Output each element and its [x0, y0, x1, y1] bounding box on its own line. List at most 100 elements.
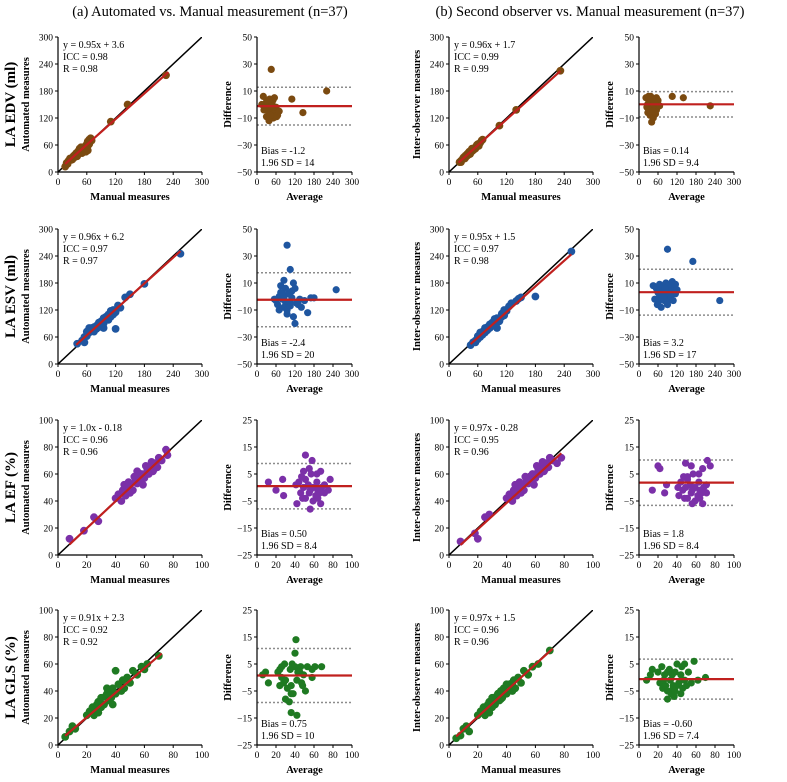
x-tick-label: 240	[708, 370, 723, 380]
x-axis-label: Manual measures	[90, 575, 169, 586]
x-tick-label: 0	[255, 751, 260, 761]
data-point	[139, 480, 147, 489]
data-point	[332, 286, 340, 294]
x-tick-label: 60	[82, 370, 92, 380]
y-axis-label: Difference	[223, 464, 234, 511]
x-tick-label: 0	[255, 561, 260, 571]
y-tick-label: 180	[430, 87, 445, 97]
stats-annotation: R = 0.98	[63, 64, 98, 75]
stats-annotation: Bias = 1.8	[643, 529, 684, 540]
x-axis-label: Average	[286, 575, 323, 586]
y-tick-label: 15	[625, 443, 635, 453]
data-point	[651, 295, 659, 303]
y-tick-label: 0	[439, 741, 444, 751]
x-tick-label: 100	[195, 561, 210, 571]
x-tick-label: 40	[111, 751, 121, 761]
stats-annotation: ICC = 0.99	[454, 52, 499, 63]
y-axis-label: Difference	[605, 654, 616, 701]
x-tick-label: 20	[473, 561, 483, 571]
plot-area	[639, 657, 734, 703]
y-tick-label: −30	[237, 141, 252, 151]
x-tick-label: 300	[345, 178, 360, 188]
stats-annotation: y = 0.95x + 1.5	[454, 232, 515, 243]
stats-annotation: ICC = 0.92	[63, 625, 108, 636]
data-point	[485, 708, 494, 717]
data-point	[662, 682, 670, 690]
panel-ef_auto_corr: 0 20 40 60 80 100 0 20 40 60 80 100 Manual measures A…	[21, 416, 209, 586]
panel-ef_inter_corr: 0 20 40 60 80 100 0 20 40 60 80 100 Manual measures I…	[412, 416, 600, 586]
panel-gls_inter_corr: 0 20 40 60 80 100 0 20 40 60 80 100 Manual measures I…	[412, 606, 600, 776]
y-tick-label: −25	[237, 551, 252, 561]
x-tick-label: 180	[137, 370, 152, 380]
y-tick-label: 40	[435, 497, 445, 507]
data-point	[521, 472, 530, 481]
stats-annotation: ICC = 0.96	[454, 625, 499, 636]
y-axis-label: Difference	[223, 273, 234, 320]
panel-gls_auto_corr: 0 20 40 60 80 100 0 20 40 60 80 100 Manual measures A…	[21, 606, 209, 776]
y-tick-label: −15	[619, 714, 634, 724]
y-axis-label: Inter-observer measures	[412, 433, 423, 542]
y-tick-label: 240	[39, 252, 54, 262]
data-point	[671, 280, 680, 288]
data-point	[663, 695, 672, 703]
data-point	[465, 727, 474, 736]
data-point	[291, 319, 299, 328]
x-tick-label: 60	[531, 751, 541, 761]
plot-area	[639, 90, 734, 126]
stats-annotation: 1.96 SD = 7.4	[643, 731, 699, 742]
data-point	[260, 106, 268, 114]
data-point	[103, 684, 111, 693]
y-tick-label: −30	[619, 141, 634, 151]
panel-esv_inter_ba: 0 60 120 180 240 300 −50 −30 −10 10 30 50 Average Dif…	[605, 225, 741, 395]
data-point	[111, 325, 120, 333]
data-point	[531, 292, 540, 301]
stats-annotation: y = 0.97x + 1.5	[454, 613, 515, 624]
data-point	[265, 117, 273, 125]
y-tick-label: 120	[430, 114, 445, 124]
data-point	[703, 456, 712, 465]
stats-annotation: 1.96 SD = 8.4	[261, 541, 317, 552]
data-point	[281, 284, 290, 292]
y-tick-label: 0	[48, 168, 53, 178]
y-tick-label: 240	[39, 60, 54, 70]
data-point	[648, 486, 656, 494]
x-tick-label: 40	[502, 561, 512, 571]
data-point	[308, 456, 316, 465]
data-point	[126, 290, 134, 299]
x-tick-label: 60	[140, 751, 150, 761]
y-tick-label: −25	[237, 741, 252, 751]
data-point	[661, 489, 669, 497]
x-tick-label: 80	[710, 751, 720, 761]
data-point	[649, 114, 657, 122]
x-tick-label: 300	[586, 370, 601, 380]
plot-area	[257, 451, 352, 513]
y-tick-label: 120	[39, 306, 54, 316]
y-tick-label: 100	[430, 416, 445, 426]
x-axis-label: Average	[668, 384, 705, 395]
x-tick-label: 0	[447, 178, 452, 188]
data-point	[283, 310, 291, 318]
y-axis-label: Inter-observer measures	[412, 623, 423, 732]
x-tick-label: 120	[670, 178, 685, 188]
stats-annotation: y = 0.97x - 0.28	[454, 423, 518, 434]
y-tick-label: −10	[619, 114, 634, 124]
data-point	[124, 478, 133, 486]
x-tick-label: 180	[689, 370, 704, 380]
x-tick-label: 80	[168, 561, 178, 571]
x-tick-label: 60	[271, 178, 281, 188]
y-tick-label: 0	[439, 551, 444, 561]
data-point	[277, 288, 285, 297]
data-point	[658, 291, 666, 299]
y-tick-label: 60	[44, 333, 54, 343]
y-tick-label: −5	[624, 687, 634, 697]
data-point	[301, 687, 310, 695]
stats-annotation: Bias = 0.14	[643, 146, 689, 157]
data-point	[273, 301, 282, 309]
header-a: (a) Automated vs. Manual measurement (n=…	[72, 4, 348, 20]
stats-annotation: R = 0.92	[63, 637, 98, 648]
x-tick-label: 80	[168, 751, 178, 761]
x-tick-label: 240	[557, 178, 572, 188]
data-point	[106, 117, 115, 126]
y-tick-label: 60	[435, 660, 445, 670]
x-axis-label: Manual measures	[481, 384, 560, 395]
